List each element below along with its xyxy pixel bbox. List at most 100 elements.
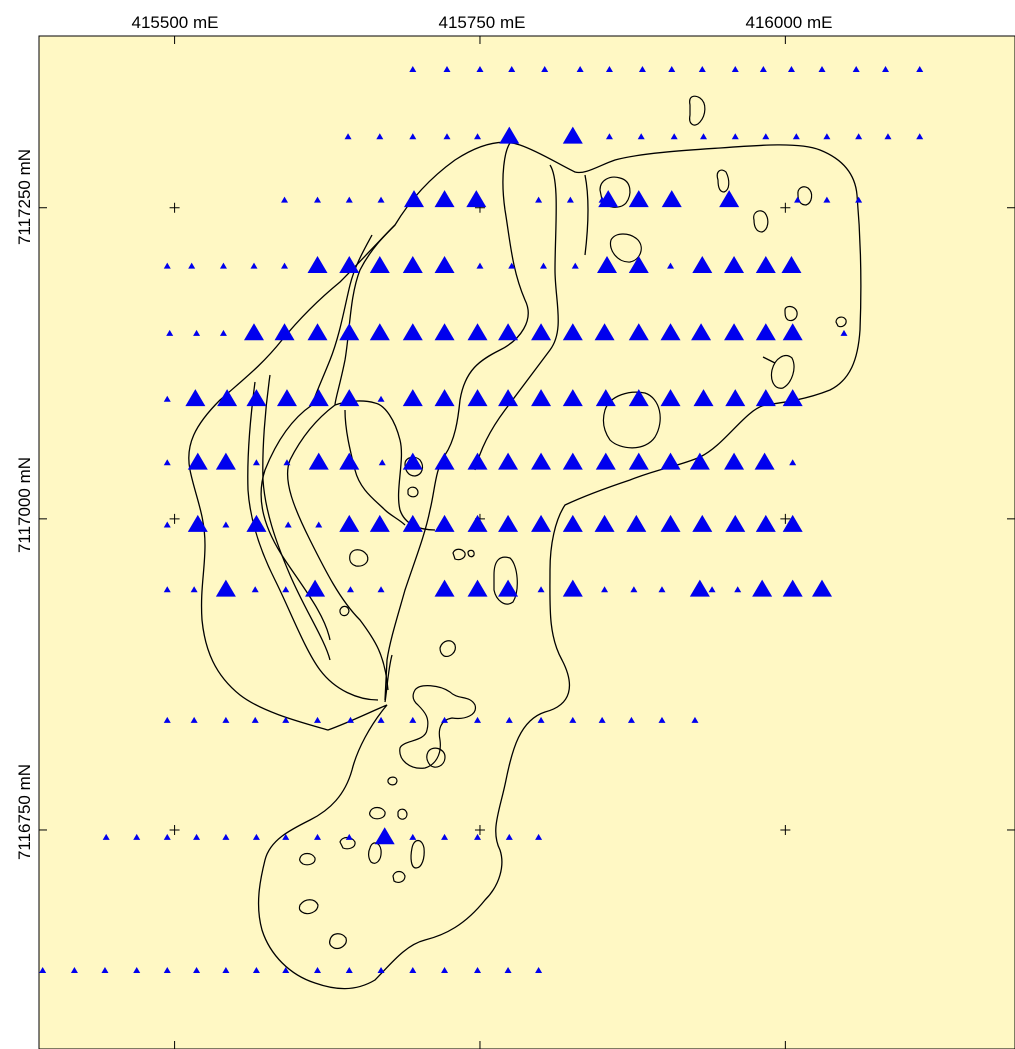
sample-marker-large bbox=[402, 256, 423, 274]
sample-marker-large bbox=[434, 579, 455, 597]
sample-marker-small bbox=[163, 395, 171, 402]
sample-marker-large bbox=[660, 514, 681, 532]
sample-marker-large bbox=[402, 514, 423, 532]
sample-marker-small bbox=[505, 716, 513, 723]
sample-marker-large bbox=[782, 514, 803, 532]
sample-marker-small bbox=[474, 966, 482, 973]
sample-marker-small bbox=[163, 521, 171, 528]
sample-marker-large bbox=[782, 323, 803, 341]
sample-marker-small bbox=[505, 833, 513, 840]
sample-marker-small bbox=[670, 133, 678, 140]
easting-label-3: 416000 mE bbox=[746, 13, 833, 32]
sample-marker-small bbox=[823, 196, 831, 203]
sample-marker-small bbox=[441, 966, 449, 973]
sample-marker-large bbox=[466, 190, 487, 208]
axis-ticks bbox=[39, 36, 1015, 1049]
sample-marker-large bbox=[339, 452, 360, 470]
sample-marker-small bbox=[193, 966, 201, 973]
sample-marker-small bbox=[668, 66, 676, 73]
sample-marker-large bbox=[562, 514, 583, 532]
sample-marker-small bbox=[282, 966, 290, 973]
sample-marker-small bbox=[627, 716, 635, 723]
sample-marker-large bbox=[628, 256, 649, 274]
sample-marker-large bbox=[562, 452, 583, 470]
sample-marker-small bbox=[508, 66, 516, 73]
sample-marker-small bbox=[576, 66, 584, 73]
sample-marker-large bbox=[434, 190, 455, 208]
sample-marker-large bbox=[811, 579, 832, 597]
grid-cross bbox=[780, 513, 791, 524]
northing-label-1: 7117250 mN bbox=[15, 149, 34, 245]
sample-marker-small bbox=[535, 833, 543, 840]
sample-marker-small bbox=[731, 66, 739, 73]
sample-marker-large bbox=[628, 323, 649, 341]
northing-label-3: 7116750 mN bbox=[15, 764, 34, 860]
sample-marker-large bbox=[467, 323, 488, 341]
sample-marker-small bbox=[344, 133, 352, 140]
sample-marker-large bbox=[498, 452, 519, 470]
sample-marker-large bbox=[755, 256, 776, 274]
sample-marker-large bbox=[467, 389, 488, 407]
sample-marker-small bbox=[101, 966, 109, 973]
sample-marker-large bbox=[434, 514, 455, 532]
sample-marker-small bbox=[133, 833, 141, 840]
sample-marker-large bbox=[755, 389, 776, 407]
sample-marker-small bbox=[283, 459, 291, 466]
grid-cross bbox=[780, 824, 791, 835]
sample-marker-small bbox=[667, 262, 675, 269]
sample-marker-small bbox=[193, 329, 201, 336]
sample-marker-small bbox=[476, 262, 484, 269]
sample-marker-small bbox=[409, 133, 417, 140]
sample-marker-small bbox=[219, 329, 227, 336]
sample-marker-small bbox=[345, 833, 353, 840]
sample-marker-small bbox=[443, 66, 451, 73]
sample-marker-large bbox=[404, 190, 425, 208]
sample-marker-large bbox=[689, 452, 710, 470]
sample-marker-large bbox=[369, 323, 390, 341]
sample-marker-small bbox=[282, 716, 290, 723]
sample-marker-small bbox=[638, 66, 646, 73]
sample-marker-small bbox=[346, 716, 354, 723]
sample-marker-large bbox=[531, 514, 552, 532]
sample-marker-small bbox=[855, 196, 863, 203]
sample-marker-large bbox=[434, 256, 455, 274]
sample-marker-small bbox=[315, 521, 323, 528]
sample-marker-small bbox=[571, 262, 579, 269]
sample-marker-large bbox=[755, 323, 776, 341]
sample-marker-small bbox=[377, 196, 385, 203]
sample-marker-small bbox=[441, 716, 449, 723]
sample-marker-small bbox=[759, 66, 767, 73]
sample-marker-large bbox=[402, 389, 423, 407]
sample-marker-small bbox=[691, 716, 699, 723]
sample-marker-small bbox=[789, 459, 797, 466]
sample-marker-small bbox=[605, 66, 613, 73]
sample-marker-small bbox=[251, 586, 259, 593]
sample-marker-small bbox=[166, 329, 174, 336]
sample-marker-small bbox=[474, 716, 482, 723]
sample-marker-small bbox=[476, 66, 484, 73]
sample-marker-small bbox=[252, 833, 260, 840]
sample-marker-small bbox=[252, 459, 260, 466]
sample-marker-large bbox=[305, 579, 326, 597]
sample-marker-small bbox=[133, 966, 141, 973]
sample-marker-large bbox=[339, 389, 360, 407]
sample-marker-small bbox=[508, 262, 516, 269]
sample-marker-small bbox=[188, 262, 196, 269]
sample-marker-small bbox=[163, 716, 171, 723]
sample-marker-small bbox=[163, 833, 171, 840]
sample-marker-small bbox=[504, 966, 512, 973]
sample-marker-small bbox=[443, 133, 451, 140]
sample-marker-small bbox=[537, 586, 545, 593]
sample-marker-small bbox=[541, 66, 549, 73]
sample-marker-small bbox=[39, 966, 47, 973]
geology-outline-main bbox=[188, 141, 862, 990]
sample-marker-small bbox=[222, 833, 230, 840]
sample-marker-large bbox=[724, 256, 745, 274]
sample-marker-large bbox=[661, 190, 682, 208]
sample-marker-large bbox=[434, 452, 455, 470]
sample-marker-large bbox=[597, 256, 618, 274]
sample-marker-large bbox=[782, 579, 803, 597]
sample-marker-small bbox=[474, 833, 482, 840]
sample-marker-large bbox=[689, 579, 710, 597]
